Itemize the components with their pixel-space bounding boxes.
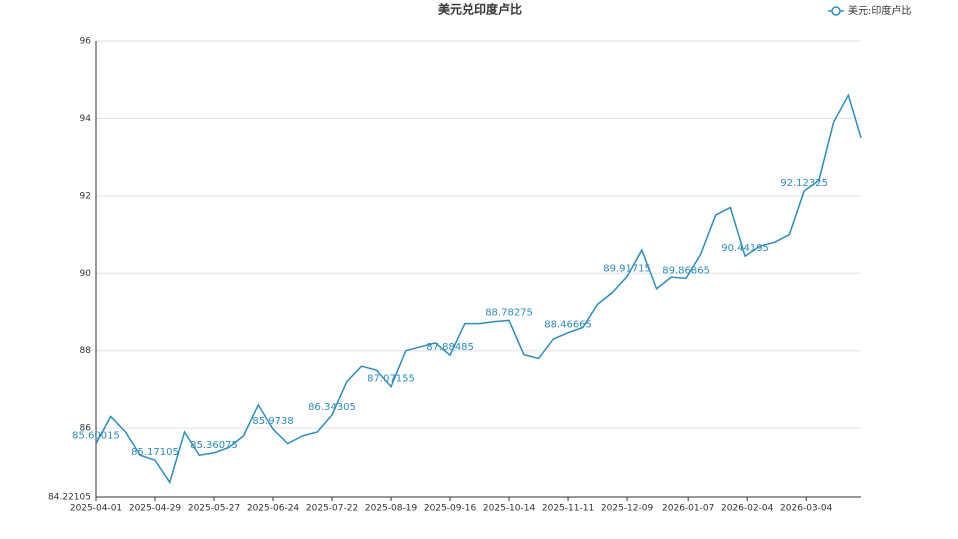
data-label: 89.91715 xyxy=(603,263,651,274)
x-tick-label: 2026-02-04 xyxy=(721,504,774,514)
x-tick-label: 2025-09-16 xyxy=(424,504,477,514)
x-tick-label: 2025-06-24 xyxy=(247,504,300,514)
x-tick-label: 2025-11-11 xyxy=(542,504,594,514)
data-label: 90.44195 xyxy=(721,243,769,254)
data-label: 87.88485 xyxy=(426,342,474,353)
data-label: 85.17105 xyxy=(131,447,179,458)
data-label: 88.46665 xyxy=(544,320,592,331)
x-tick-label: 2025-10-14 xyxy=(483,504,536,514)
data-label: 85.36075 xyxy=(190,440,238,451)
series-line xyxy=(95,93,862,485)
y-tick-label: 92 xyxy=(80,191,91,201)
data-label: 86.34305 xyxy=(308,402,356,413)
x-tick-label: 2025-08-19 xyxy=(365,504,418,514)
data-label: 92.12325 xyxy=(780,178,828,189)
data-label: 85.9738 xyxy=(252,416,293,427)
x-tick-label: 2025-04-01 xyxy=(70,504,122,514)
legend-icon xyxy=(831,6,841,16)
y-tick-label: 96 xyxy=(80,37,92,47)
data-label: 87.07155 xyxy=(367,374,415,385)
x-tick-label: 2025-05-27 xyxy=(188,504,240,514)
x-tick-label: 2025-07-22 xyxy=(306,504,358,514)
y-tick-label: 90 xyxy=(80,269,92,279)
y-tick-label: 86 xyxy=(80,424,92,434)
x-tick-label: 2025-12-09 xyxy=(601,504,654,514)
x-tick-label: 2026-01-07 xyxy=(662,504,714,514)
data-label: 88.78275 xyxy=(485,307,533,318)
data-label: 89.86865 xyxy=(662,265,710,276)
y-tick-label: 88 xyxy=(80,346,92,356)
legend-label: 美元:印度卢比 xyxy=(848,4,911,17)
data-label: 85.60015 xyxy=(72,431,120,442)
y-tick-label: 94 xyxy=(80,114,92,124)
chart-title: 美元兑印度卢比 xyxy=(438,2,522,17)
y-tick-label: 84.22105 xyxy=(48,493,91,503)
x-tick-label: 2026-03-04 xyxy=(780,504,833,514)
x-tick-label: 2025-04-29 xyxy=(129,504,182,514)
